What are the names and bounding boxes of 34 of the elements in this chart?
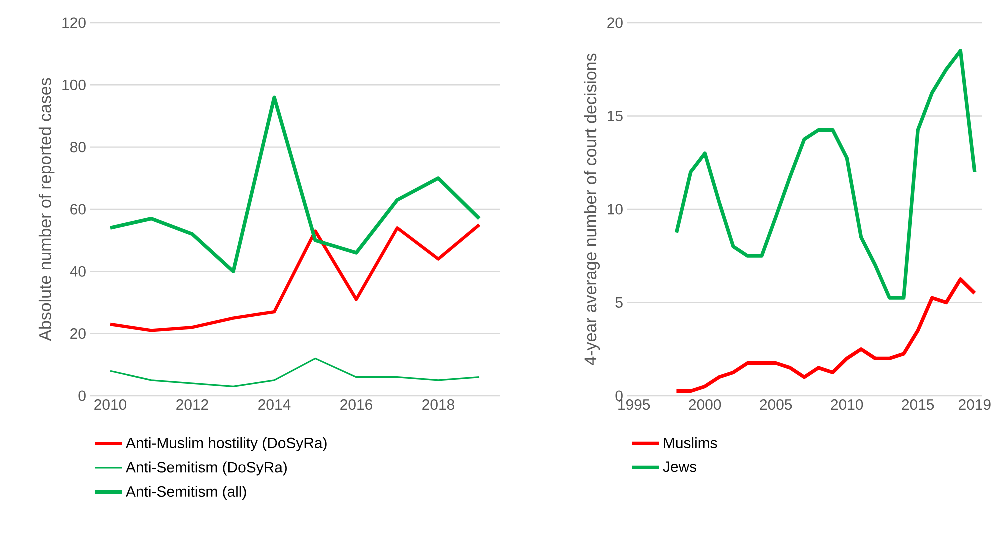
legend-label: Muslims [664,437,718,448]
legend-label: Anti-Semitism (all) [126,486,246,500]
y-tick-label: 20 [608,18,623,28]
x-tick-label: 2010 [831,400,864,410]
legend-label: Jews [663,462,696,472]
y-tick-label: 0 [78,390,86,402]
y-tick-label: 120 [62,18,86,28]
y-tick-label: 100 [62,80,86,90]
x-tick-label: 2015 [902,400,934,410]
legend-label: Anti-Semitism (DoSyRa) [126,462,287,476]
x-tick-label: 2018 [422,400,454,410]
y-tick-label: 80 [70,142,86,153]
y-axis-title: Absolute number of reported cases [38,78,55,342]
y-tick-label: 5 [616,298,623,308]
y-tick-label: 0 [616,390,623,402]
line-series [674,49,977,300]
x-tick-label: 1995 [618,400,650,410]
y-tick-label: 40 [70,266,86,277]
x-tick-label: 2016 [340,400,372,410]
line-series [108,96,482,274]
y-tick-label: 10 [608,204,623,215]
line-series [108,223,482,332]
y-tick-label: 15 [608,111,623,122]
y-axis-title: 4-year average number of court decisions [584,54,600,366]
x-tick-label: 2014 [258,400,291,410]
x-tick-label: 2010 [94,400,127,410]
x-tick-label: 2005 [760,400,792,410]
y-tick-label: 20 [70,328,86,340]
x-tick-label: 2000 [689,400,722,410]
legend-label: Anti-Muslim hostility (DoSyRa) [126,437,327,452]
x-tick-label: 2019 [959,400,991,410]
y-tick-label: 60 [70,204,86,215]
line-series [110,358,480,388]
x-tick-label: 2012 [176,400,208,410]
